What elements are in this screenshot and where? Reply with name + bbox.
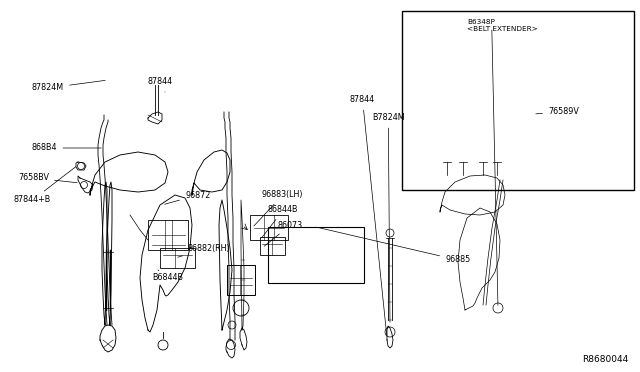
Text: 86844B: 86844B	[262, 205, 298, 238]
Bar	[268, 227, 364, 283]
Text: 96872: 96872	[164, 190, 211, 204]
Text: 87844: 87844	[350, 96, 387, 335]
Text: 96883(LH): 96883(LH)	[254, 190, 303, 226]
Text: B6844B: B6844B	[152, 270, 183, 282]
Text: 7658BV: 7658BV	[18, 173, 77, 183]
Text: 87824M: 87824M	[32, 80, 105, 93]
Text: 96885: 96885	[318, 228, 470, 264]
Text: 86882(RH): 86882(RH)	[178, 244, 230, 257]
Text: R8680044: R8680044	[582, 355, 628, 364]
Text: 76589V: 76589V	[536, 108, 579, 116]
Text: 87844+B: 87844+B	[14, 167, 76, 205]
Text: B7824M: B7824M	[372, 113, 404, 322]
Text: 86073: 86073	[264, 221, 303, 246]
Text: 868B4: 868B4	[32, 144, 101, 153]
Text: B6348P
<BELT EXTENDER>: B6348P <BELT EXTENDER>	[467, 19, 538, 32]
Text: 87844: 87844	[148, 77, 173, 92]
Bar	[402, 11, 634, 190]
